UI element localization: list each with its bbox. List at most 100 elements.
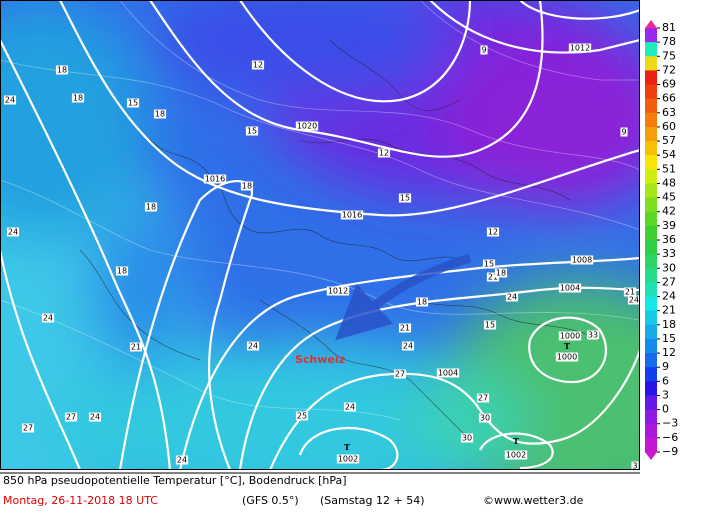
- temperature-label-bg: [144, 202, 158, 212]
- pressure-label-bg: [570, 255, 594, 265]
- pressure-label-bg: [555, 352, 579, 362]
- temperature-label: 27: [478, 394, 488, 403]
- temperature-label-bg: [6, 227, 20, 237]
- temperature-label-bg: [401, 341, 415, 351]
- temperature-label-bg: [246, 341, 260, 351]
- colorbar-swatch: [645, 84, 657, 100]
- temperature-label-bg: [627, 295, 639, 305]
- pressure-label: 1004: [560, 284, 580, 293]
- footer-title: 850 hPa pseudopotentielle Temperatur [°C…: [3, 474, 347, 487]
- temperature-label-bg: [486, 272, 500, 282]
- temperature-label-bg: [126, 98, 140, 108]
- low-marker: T: [564, 341, 570, 351]
- pressure-label: 1012: [328, 287, 348, 296]
- colorbar-label: 21: [662, 304, 676, 317]
- temperature-label-bg: [476, 393, 490, 403]
- colorbar-swatch: [645, 423, 657, 439]
- temperature-label-bg: [480, 45, 488, 55]
- temperature-label-bg: [398, 193, 412, 203]
- temperature-label-bg: [3, 95, 17, 105]
- colorbar-cap: [645, 20, 657, 28]
- colorbar-cap: [645, 452, 657, 460]
- colorbar-label: 27: [662, 275, 676, 288]
- colorbar-label: 3: [662, 388, 669, 401]
- temperature-label-bg: [41, 313, 55, 323]
- colorbar-swatch: [645, 98, 657, 114]
- footer-model: (GFS 0.5°): [242, 494, 299, 507]
- colorbar-swatch: [645, 211, 657, 227]
- pressure-label-bg: [203, 174, 227, 184]
- colorbar-swatch: [645, 395, 657, 411]
- temperature-label-bg: [460, 433, 474, 443]
- temperature-label-bg: [71, 93, 85, 103]
- temperature-label-bg: [586, 330, 600, 340]
- colorbar-swatch: [645, 338, 657, 354]
- temperature-label: 12: [253, 61, 263, 70]
- pressure-label-bg: [504, 450, 528, 460]
- temperature-label: 24: [345, 403, 355, 412]
- colorbar-label: 72: [662, 63, 676, 76]
- colorbar-label: 66: [662, 92, 676, 105]
- temperature-label-bg: [175, 455, 189, 465]
- temperature-label-bg: [251, 60, 265, 70]
- thin-isotherms: [1, 1, 639, 421]
- colorbar: 8178757269666360575451484542393633302724…: [645, 20, 678, 460]
- temperature-label: 9: [481, 46, 486, 55]
- temperature-label: 18: [146, 203, 156, 212]
- pressure-label: 1002: [506, 451, 526, 460]
- region-label: Schweiz: [295, 353, 345, 366]
- colorbar-label: 78: [662, 35, 676, 48]
- colorbar-label: 45: [662, 191, 676, 204]
- colorbar-swatch: [645, 367, 657, 382]
- temperature-label: 9: [621, 128, 626, 137]
- pressure-label-bg: [558, 283, 582, 293]
- colorbar-swatch: [645, 112, 657, 128]
- temperature-label: 12: [379, 149, 389, 158]
- colorbar-label: 12: [662, 346, 676, 359]
- colorbar-label: 15: [662, 332, 676, 345]
- temperature-label: 24: [507, 293, 517, 302]
- colorbar-swatch: [645, 197, 657, 213]
- temperature-label: 21: [131, 343, 141, 352]
- temperature-label-bg: [483, 320, 497, 330]
- colorbar-swatch: [645, 169, 657, 184]
- temperature-label-bg: [115, 266, 129, 276]
- pressure-label-bg: [295, 121, 319, 131]
- temperature-label: 24: [403, 342, 413, 351]
- temperature-label-bg: [486, 227, 500, 237]
- temperature-label: 3: [632, 462, 637, 471]
- colorbar-swatch: [645, 381, 657, 396]
- colorbar-swatch: [645, 56, 657, 71]
- pressure-label-bg: [326, 286, 350, 296]
- map-labels: 1012 1020 1016 1016 1012 1008 1004 1000 1000 1004…: [3, 43, 639, 471]
- colorbar-label: 24: [662, 290, 676, 303]
- colorbar-label: 69: [662, 78, 676, 91]
- temperature-label: 15: [485, 321, 495, 330]
- pressure-label-bg: [436, 368, 460, 378]
- temperature-label: 21: [488, 273, 498, 282]
- pressure-label: 1004: [438, 369, 458, 378]
- colorbar-swatch: [645, 42, 657, 57]
- pressure-label-bg: [568, 43, 592, 53]
- colorbar-swatch: [645, 282, 657, 298]
- colorbar-label: 57: [662, 134, 676, 147]
- colorbar-label: 48: [662, 176, 676, 189]
- temperature-label-bg: [478, 413, 492, 423]
- colorbar-swatch: [645, 409, 657, 425]
- colorbar-label: 81: [662, 21, 676, 34]
- temperature-label-bg: [482, 259, 496, 269]
- temperature-label-bg: [240, 181, 254, 191]
- temperature-label: 24: [5, 96, 15, 105]
- temperature-label: 18: [242, 182, 252, 191]
- temperature-label: 15: [484, 260, 494, 269]
- temperature-label-bg: [505, 292, 519, 302]
- colorbar-swatch: [645, 324, 657, 340]
- temperature-label-bg: [55, 65, 69, 75]
- temperature-label: 21: [400, 324, 410, 333]
- low-marker: T: [344, 442, 350, 452]
- colorbar-swatch: [645, 296, 657, 312]
- temperature-label: 24: [248, 342, 258, 351]
- temperature-label: 15: [247, 127, 257, 136]
